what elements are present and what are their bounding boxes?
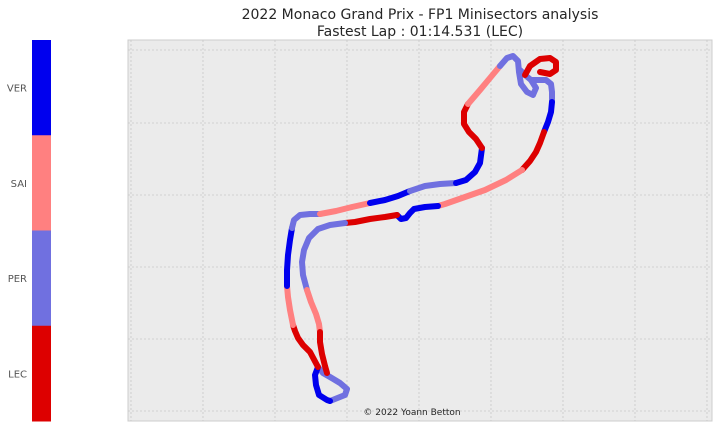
track-segment-lec (461, 101, 485, 151)
track-segment-ver (394, 203, 441, 222)
track-segment-sai (317, 200, 373, 217)
colorbar-segment-per (32, 230, 51, 327)
track-segment-per (315, 364, 350, 404)
driver-colorbar: VER SAI PER LEC (7, 40, 51, 422)
colorbar-label-ver: VER (7, 84, 27, 95)
track-segment-sai (435, 167, 525, 209)
plot-background (127, 39, 713, 422)
track-segment-lec (342, 212, 400, 226)
track-segment-lec (519, 129, 547, 173)
track-segment-lec (317, 329, 330, 376)
track-segment-sai (284, 283, 296, 328)
track-segment-per (289, 211, 323, 231)
colorbar-segment-lec (32, 325, 51, 422)
colorbar-label-lec: LEC (8, 369, 27, 380)
grid-lines (128, 40, 712, 421)
track-segment-per (528, 77, 555, 105)
track-segment-ver (312, 364, 333, 404)
track-segment-ver (284, 225, 295, 289)
colorbar-segment-sai (32, 135, 51, 231)
track-segment-sai (304, 287, 323, 335)
track-segment-per (407, 180, 459, 194)
track-segment-per (299, 220, 348, 293)
credit-text: © 2022 Yoann Betton (363, 408, 460, 418)
track-segment-ver (367, 188, 413, 206)
track-segment-sai (465, 63, 503, 107)
track-segment-ver (541, 99, 555, 135)
track-map (284, 53, 559, 404)
colorbar-label-per: PER (8, 274, 27, 285)
colorbar-segment-ver (32, 40, 51, 136)
chart-subtitle: Fastest Lap : 01:14.531 (LEC) (317, 24, 523, 40)
track-segment-lec (522, 55, 559, 78)
track-segment-ver (453, 145, 485, 186)
plot-area (127, 39, 713, 422)
track-segment-lec (290, 322, 321, 370)
chart-title: 2022 Monaco Grand Prix - FP1 Minisectors… (242, 7, 599, 23)
colorbar-label-sai: SAI (11, 179, 27, 190)
